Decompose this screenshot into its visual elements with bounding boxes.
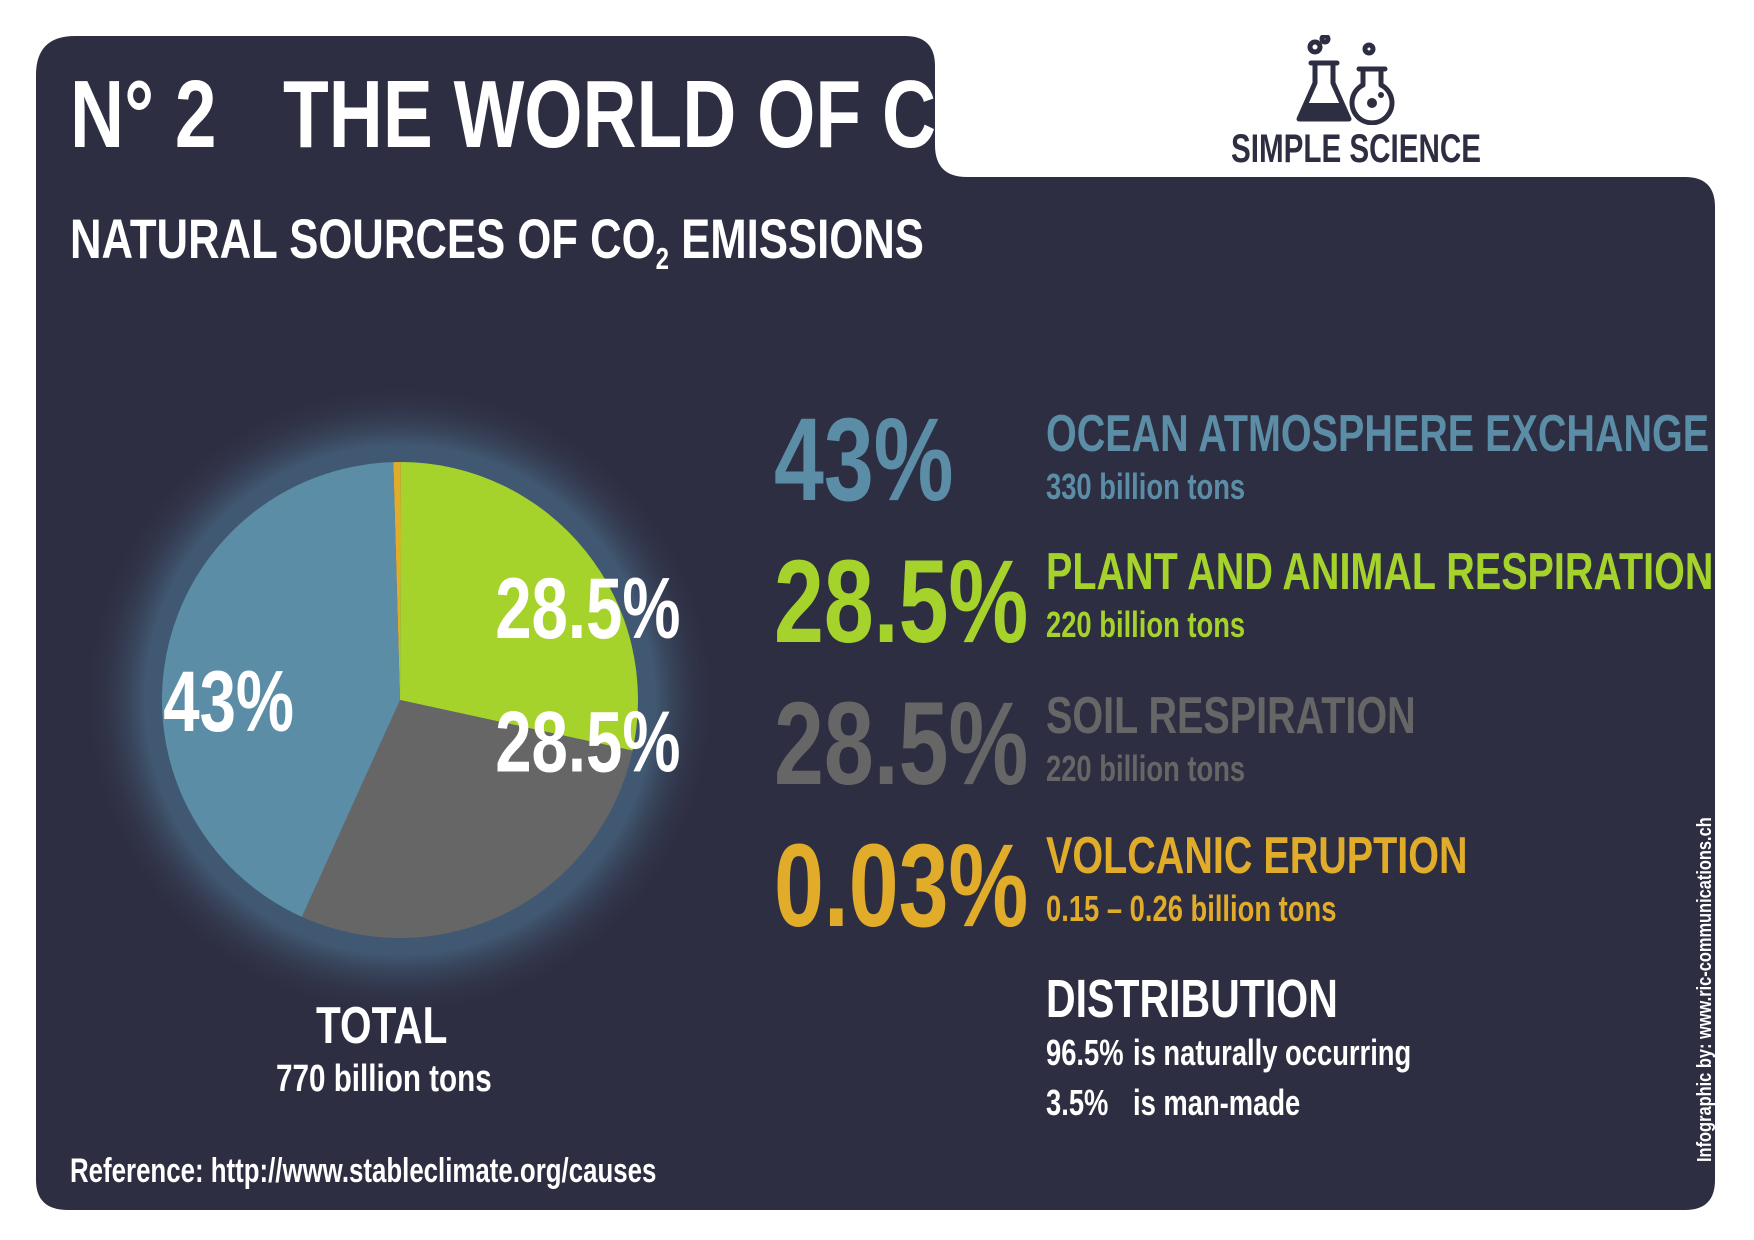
distribution-value: 96.5% <box>1046 1032 1124 1073</box>
legend-label: SOIL RESPIRATION <box>1046 687 1416 745</box>
legend-amount: 330 billion tons <box>1046 466 1246 507</box>
slice-label: 43% <box>163 654 294 750</box>
legend-percent: 28.5% <box>774 536 1029 668</box>
pie-slice-soil-respiration <box>301 700 633 939</box>
pie-chart: 43% 28.5% 28.5% <box>82 382 718 1018</box>
pie-slice-plant-and-animal-respiration <box>400 462 638 751</box>
distribution-value: 3.5% <box>1046 1082 1109 1123</box>
page-title-subscript: 2 <box>994 118 1018 178</box>
distribution-title: DISTRIBUTION <box>1046 969 1338 1029</box>
logo-text: SIMPLE SCIENCE <box>1231 127 1482 171</box>
page-title-text: THE WORLD OF CO <box>283 61 995 168</box>
legend-label: PLANT AND ANIMAL RESPIRATION <box>1046 543 1714 601</box>
simple-science-logo: SIMPLE SCIENCE <box>1225 35 1481 175</box>
slice-label: 28.5% <box>495 695 680 791</box>
subtitle-subscript: 2 <box>655 240 670 276</box>
total-label: TOTAL <box>316 997 448 1055</box>
legend-label: OCEAN ATMOSPHERE EXCHANGE <box>1046 405 1710 463</box>
legend-percent: 0.03% <box>774 820 1029 952</box>
page-subtitle: NATURAL SOURCES OF CO2 EMISSIONS <box>70 206 1165 277</box>
legend-percent: 43% <box>774 394 954 526</box>
legend-amount: 220 billion tons <box>1046 748 1246 789</box>
credit-text: Infographic by: www.ric-communications.c… <box>1694 817 1716 1162</box>
distribution-text: is man-made <box>1133 1082 1301 1123</box>
legend-label: VOLCANIC ERUPTION <box>1046 827 1468 885</box>
pie-slice-volcanic-eruption <box>393 462 401 700</box>
subtitle-end: EMISSIONS <box>669 207 924 270</box>
legend-percent: 28.5% <box>774 678 1029 810</box>
page-title: THE WORLD OF CO2 <box>283 60 1224 178</box>
pie-slice-ocean-atmosphere-exchange <box>161 462 400 917</box>
total-value: 770 billion tons <box>276 1058 492 1100</box>
slice-label: 28.5% <box>495 562 680 658</box>
legend-amount: 0.15 – 0.26 billion tons <box>1046 888 1337 929</box>
legend-amount: 220 billion tons <box>1046 604 1246 645</box>
distribution-text: is naturally occurring <box>1133 1032 1412 1073</box>
issue-number: N° 2 <box>70 61 217 168</box>
flask-icon <box>1296 35 1395 125</box>
subtitle-text: NATURAL SOURCES OF CO <box>70 207 656 270</box>
reference-link[interactable]: Reference: http://www.stableclimate.org/… <box>70 1152 657 1190</box>
